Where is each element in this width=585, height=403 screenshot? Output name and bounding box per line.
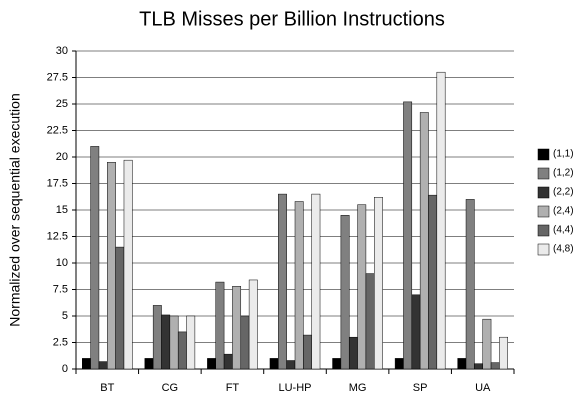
y-tick-label: 17.5 <box>47 177 68 189</box>
bar <box>357 204 367 370</box>
bar <box>215 281 225 370</box>
bar <box>186 315 196 370</box>
bar <box>457 358 467 370</box>
bar <box>340 215 350 370</box>
x-tick-label: SP <box>413 382 428 394</box>
bar <box>465 199 475 370</box>
bar <box>207 358 216 370</box>
bar <box>303 334 312 370</box>
bar <box>223 353 233 370</box>
bar <box>286 360 296 370</box>
legend-label: (1,1) <box>553 149 574 160</box>
y-axis-label: Normalized over sequential execution <box>7 93 23 326</box>
bar <box>428 194 438 370</box>
bar <box>278 193 287 370</box>
bar <box>161 314 171 370</box>
bar <box>232 286 242 370</box>
y-tick-label: 2.5 <box>53 336 68 348</box>
bar <box>90 146 100 370</box>
x-tick-label: BT <box>100 382 114 394</box>
y-tick-label: 27.5 <box>47 71 68 83</box>
bar <box>348 336 358 370</box>
legend-swatch <box>537 205 550 218</box>
y-tick-label: 30 <box>56 45 68 57</box>
bar <box>177 331 187 370</box>
bar <box>107 162 116 370</box>
legend-label: (4,8) <box>553 244 574 255</box>
chart-title: TLB Misses per Billion Instructions <box>139 8 445 30</box>
legend-swatch <box>537 224 550 237</box>
bar <box>169 315 179 370</box>
bar <box>123 159 133 370</box>
bar <box>482 318 492 370</box>
legend-swatch <box>537 167 550 180</box>
legend-swatch <box>537 186 550 199</box>
legend-swatch <box>537 148 550 161</box>
y-tick-label: 0 <box>62 363 68 375</box>
bar <box>98 361 108 370</box>
x-tick-label: UA <box>475 382 491 394</box>
bar <box>490 362 500 370</box>
legend-swatch <box>537 243 550 256</box>
bar <box>374 197 383 370</box>
bar <box>332 358 342 370</box>
legend-label: (1,2) <box>553 168 574 179</box>
x-tick-label: MG <box>349 382 367 394</box>
y-tick-label: 12.5 <box>47 230 68 242</box>
y-tick-label: 25 <box>56 98 68 110</box>
bar <box>144 358 154 370</box>
y-tick-label: 15 <box>56 204 68 216</box>
bar <box>269 358 279 370</box>
bar <box>436 71 446 370</box>
bar <box>248 279 258 370</box>
bar <box>115 246 125 370</box>
bar <box>411 294 421 370</box>
y-tick-label: 5 <box>62 310 68 322</box>
bar <box>394 358 404 370</box>
bar <box>419 112 429 370</box>
y-tick-label: 20 <box>56 151 68 163</box>
legend-label: (2,4) <box>553 206 574 217</box>
legend-label: (4,4) <box>553 225 574 236</box>
bar <box>152 305 162 370</box>
bar <box>82 358 91 370</box>
bar <box>311 193 321 370</box>
bar <box>474 363 483 370</box>
bar <box>240 315 250 370</box>
x-tick-label: LU-HP <box>278 382 311 394</box>
y-tick-label: 7.5 <box>53 283 68 295</box>
x-tick-label: CG <box>162 382 179 394</box>
legend-label: (2,2) <box>553 187 574 198</box>
y-tick-label: 22.5 <box>47 124 68 136</box>
bar <box>365 273 375 370</box>
bar <box>294 201 304 370</box>
bar <box>403 101 413 370</box>
x-tick-label: FT <box>226 382 240 394</box>
y-tick-label: 10 <box>56 257 68 269</box>
bar <box>499 336 508 370</box>
